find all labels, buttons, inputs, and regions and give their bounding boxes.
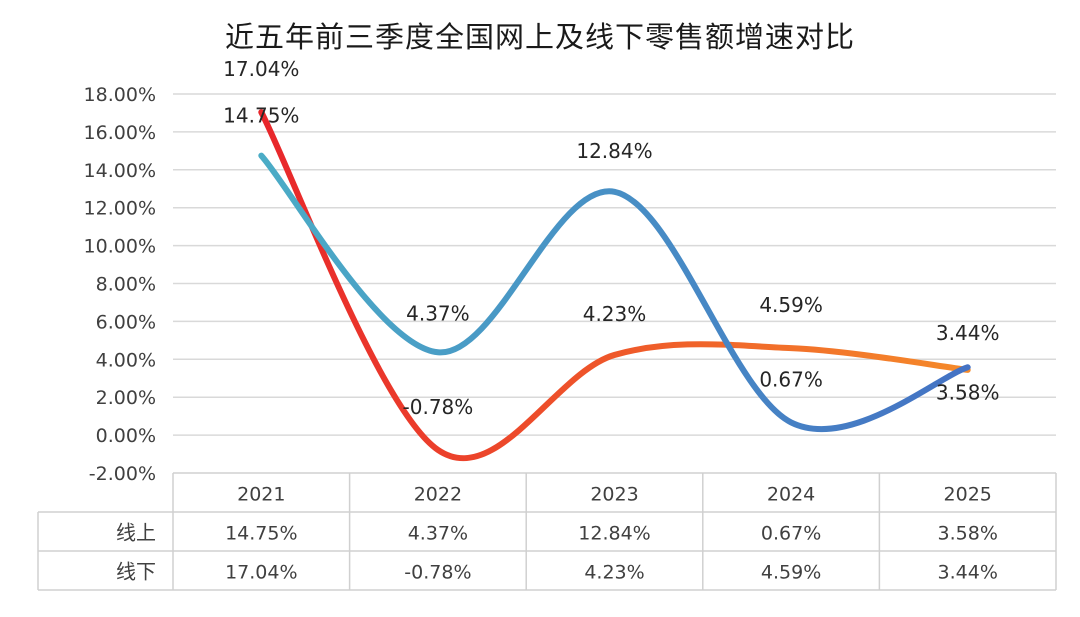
data-label-online: 4.37%: [406, 301, 470, 325]
table-cell: 12.84%: [578, 523, 650, 545]
data-label-online: 0.67%: [759, 367, 823, 391]
data-label-offline: 4.59%: [759, 293, 823, 317]
table-cell: 4.59%: [761, 562, 821, 584]
y-tick-label: 10.00%: [84, 236, 156, 258]
data-labels: 14.75% 4.37% 12.84% 0.67% 3.58% 17.04% -0.78% 4…: [223, 57, 999, 419]
x-category-label: 2025: [944, 484, 992, 506]
series-lines: [258, 109, 971, 461]
y-tick-label: 8.00%: [96, 274, 156, 296]
data-label-offline: 17.04%: [223, 57, 299, 81]
table-cell: 14.75%: [225, 523, 297, 545]
data-label-online: 12.84%: [576, 139, 652, 163]
y-tick-label: 16.00%: [84, 122, 156, 144]
data-label-online: 14.75%: [223, 104, 299, 128]
y-tick-label: 0.00%: [96, 425, 156, 447]
table-cell: -0.78%: [404, 562, 471, 584]
table-cell: 17.04%: [225, 562, 297, 584]
data-label-offline: 4.23%: [583, 302, 647, 326]
y-tick-label: -2.00%: [89, 463, 156, 485]
x-category-label: 2024: [767, 484, 815, 506]
table-cell: 4.37%: [408, 523, 468, 545]
series-line-offline: [258, 109, 971, 461]
gridlines: [173, 93, 1056, 436]
legend-label: 线下: [116, 560, 156, 584]
table-cell: 3.58%: [938, 523, 998, 545]
y-tick-label: 14.00%: [84, 160, 156, 182]
chart-title: 近五年前三季度全国网上及线下零售额增速对比: [224, 20, 855, 54]
y-axis-ticks: -2.00% 0.00% 2.00% 4.00% 6.00% 8.00% 10.00% 12.…: [84, 84, 156, 485]
y-tick-label: 12.00%: [84, 198, 156, 220]
y-tick-label: 6.00%: [96, 311, 156, 333]
data-label-online: 3.58%: [936, 380, 1000, 404]
x-category-label: 2023: [590, 484, 638, 506]
legend-label: 线上: [116, 521, 156, 545]
data-label-offline: 3.44%: [936, 321, 1000, 345]
x-category-label: 2021: [237, 484, 285, 506]
table-cell: 0.67%: [761, 523, 821, 545]
table-cell: 3.44%: [938, 562, 998, 584]
series-line-online: [258, 152, 971, 432]
x-category-label: 2022: [414, 484, 462, 506]
table-cell: 4.23%: [584, 562, 644, 584]
data-label-offline: -0.78%: [403, 395, 474, 419]
y-tick-label: 4.00%: [96, 349, 156, 371]
y-tick-label: 2.00%: [96, 387, 156, 409]
y-tick-label: 18.00%: [84, 84, 156, 106]
data-table: 2021 2022 2023 2024 2025 线上 14.75% 4.37% 12.84% 0…: [37, 472, 1057, 591]
